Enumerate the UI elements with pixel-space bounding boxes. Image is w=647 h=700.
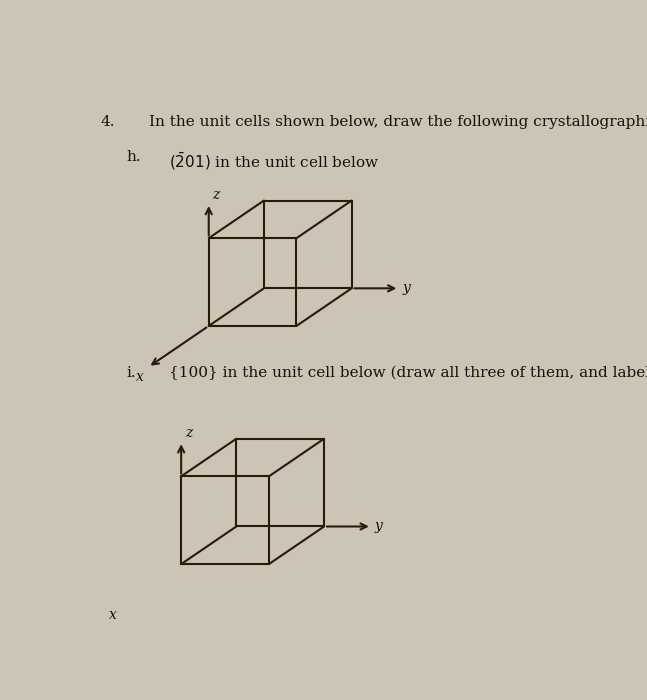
Text: x: x bbox=[136, 370, 144, 384]
Text: $(\bar{2}01)$ in the unit cell below: $(\bar{2}01)$ in the unit cell below bbox=[169, 150, 379, 172]
Text: 4.: 4. bbox=[101, 116, 115, 130]
Text: {100} in the unit cell below (draw all three of them, and label each one): {100} in the unit cell below (draw all t… bbox=[169, 366, 647, 380]
Text: y: y bbox=[402, 281, 410, 295]
Text: In the unit cells shown below, draw the following crystallographic planes.: In the unit cells shown below, draw the … bbox=[149, 116, 647, 130]
Text: x: x bbox=[109, 608, 116, 622]
Text: h.: h. bbox=[126, 150, 140, 164]
Text: y: y bbox=[375, 519, 382, 533]
Text: i.: i. bbox=[126, 366, 136, 380]
Text: z: z bbox=[212, 188, 219, 202]
Text: z: z bbox=[184, 426, 192, 440]
